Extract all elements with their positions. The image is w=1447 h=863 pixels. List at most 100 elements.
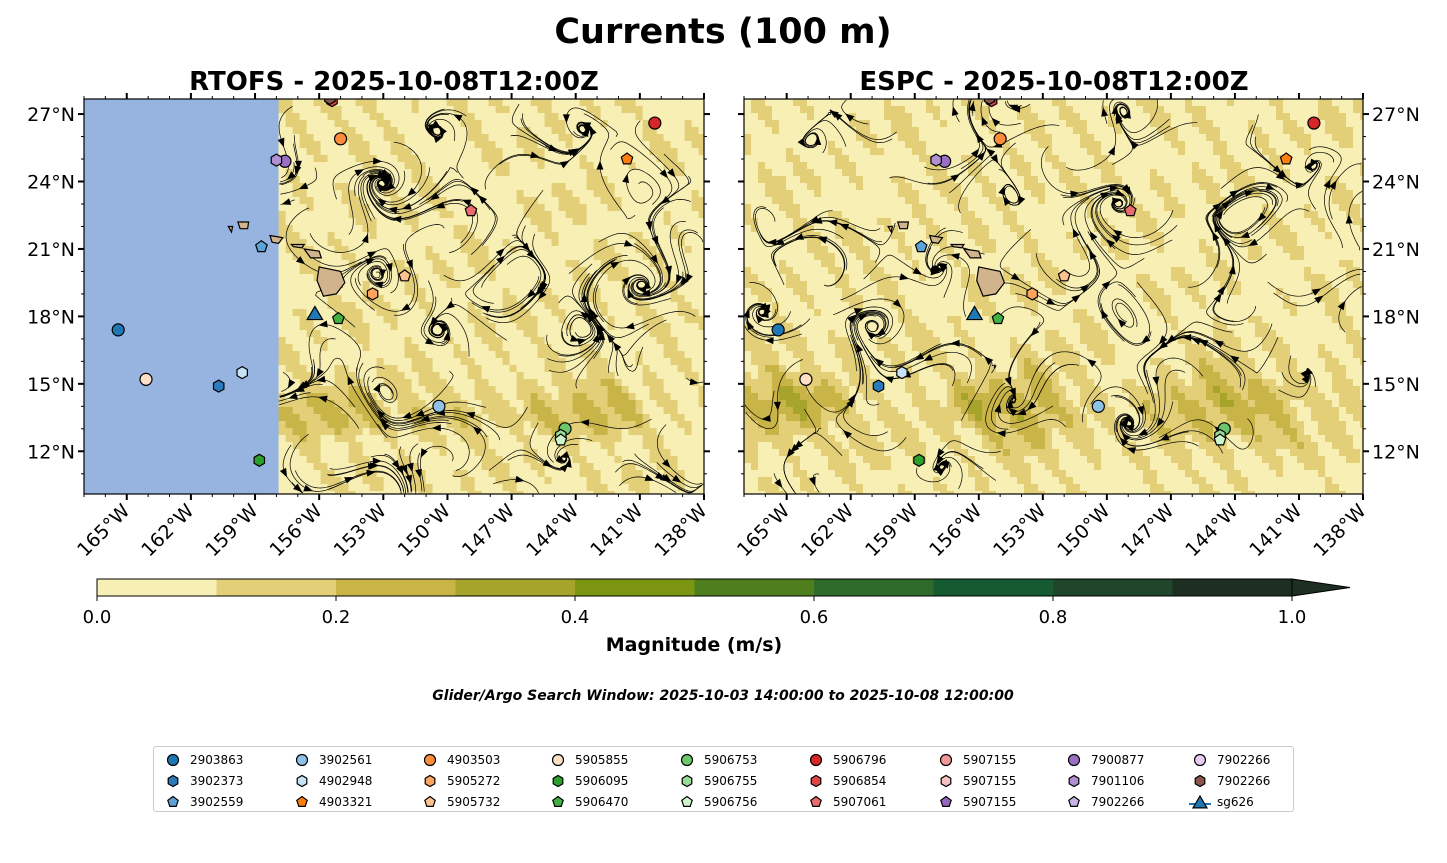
magnitude-cell bbox=[593, 414, 602, 422]
magnitude-cell bbox=[313, 246, 322, 254]
magnitude-cell bbox=[698, 393, 704, 401]
magnitude-cell bbox=[698, 337, 704, 345]
magnitude-cell bbox=[565, 449, 574, 457]
magnitude-cell bbox=[474, 183, 483, 191]
magnitude-cell bbox=[814, 190, 822, 198]
magnitude-cell bbox=[807, 316, 815, 324]
magnitude-cell bbox=[593, 351, 602, 359]
magnitude-cell bbox=[842, 351, 850, 359]
magnitude-cell bbox=[383, 463, 392, 471]
magnitude-cell bbox=[544, 365, 553, 373]
magnitude-cell bbox=[425, 211, 434, 219]
magnitude-cell bbox=[516, 162, 525, 170]
magnitude-cell bbox=[614, 470, 623, 478]
magnitude-cell bbox=[772, 183, 780, 191]
magnitude-cell bbox=[814, 281, 822, 289]
magnitude-cell bbox=[793, 449, 801, 457]
magnitude-cell bbox=[579, 456, 588, 464]
magnitude-cell bbox=[842, 435, 850, 443]
magnitude-cell bbox=[446, 463, 455, 471]
magnitude-cell bbox=[516, 225, 525, 233]
magnitude-cell bbox=[488, 435, 497, 443]
magnitude-cell bbox=[800, 239, 808, 247]
magnitude-cell bbox=[453, 232, 462, 240]
magnitude-cell bbox=[481, 358, 490, 366]
magnitude-cell bbox=[698, 281, 704, 289]
magnitude-cell bbox=[362, 260, 371, 268]
magnitude-cell bbox=[390, 232, 399, 240]
magnitude-cell bbox=[418, 316, 427, 324]
magnitude-cell bbox=[772, 169, 780, 177]
streamline-arrow bbox=[286, 171, 296, 180]
magnitude-cell bbox=[849, 204, 857, 212]
magnitude-cell bbox=[856, 358, 864, 366]
magnitude-cell bbox=[460, 491, 469, 494]
magnitude-cell bbox=[425, 176, 434, 184]
magnitude-cell bbox=[677, 99, 686, 107]
magnitude-cell bbox=[411, 106, 420, 114]
magnitude-cell bbox=[649, 470, 658, 478]
magnitude-cell bbox=[849, 351, 857, 359]
magnitude-cell bbox=[376, 288, 385, 296]
magnitude-cell bbox=[299, 449, 308, 457]
magnitude-cell bbox=[530, 281, 539, 289]
magnitude-cell bbox=[751, 477, 759, 485]
magnitude-cell bbox=[306, 435, 315, 443]
magnitude-cell bbox=[807, 211, 815, 219]
magnitude-cell bbox=[537, 379, 546, 387]
magnitude-cell bbox=[828, 456, 836, 464]
magnitude-cell bbox=[772, 113, 780, 121]
magnitude-cell bbox=[772, 99, 780, 107]
magnitude-cell bbox=[313, 477, 322, 485]
magnitude-cell bbox=[670, 260, 679, 268]
magnitude-cell bbox=[744, 113, 752, 121]
magnitude-cell bbox=[642, 484, 651, 492]
magnitude-cell bbox=[334, 106, 343, 114]
magnitude-cell bbox=[863, 456, 871, 464]
magnitude-cell bbox=[593, 358, 602, 366]
magnitude-cell bbox=[772, 155, 780, 163]
magnitude-cell bbox=[453, 330, 462, 338]
magnitude-cell bbox=[751, 351, 759, 359]
magnitude-cell bbox=[418, 148, 427, 156]
magnitude-cell bbox=[446, 260, 455, 268]
magnitude-cell bbox=[670, 337, 679, 345]
magnitude-cell bbox=[341, 295, 350, 303]
magnitude-cell bbox=[607, 120, 616, 128]
magnitude-cell bbox=[579, 358, 588, 366]
magnitude-cell bbox=[807, 344, 815, 352]
magnitude-cell bbox=[481, 162, 490, 170]
magnitude-cell bbox=[565, 330, 574, 338]
magnitude-cell bbox=[670, 183, 679, 191]
magnitude-cell bbox=[495, 288, 504, 296]
magnitude-cell bbox=[439, 456, 448, 464]
magnitude-cell bbox=[306, 127, 315, 135]
magnitude-cell bbox=[579, 477, 588, 485]
magnitude-cell bbox=[814, 225, 822, 233]
magnitude-cell bbox=[285, 218, 294, 226]
magnitude-cell bbox=[772, 316, 780, 324]
magnitude-cell bbox=[814, 365, 822, 373]
magnitude-cell bbox=[537, 428, 546, 436]
magnitude-cell bbox=[460, 162, 469, 170]
magnitude-cell bbox=[628, 120, 637, 128]
magnitude-cell bbox=[751, 190, 759, 198]
magnitude-cell bbox=[432, 225, 441, 233]
magnitude-cell bbox=[744, 379, 752, 387]
magnitude-cell bbox=[870, 120, 878, 128]
magnitude-cell bbox=[530, 246, 539, 254]
magnitude-cell bbox=[698, 323, 704, 331]
magnitude-cell bbox=[600, 330, 609, 338]
magnitude-cell bbox=[320, 323, 329, 331]
magnitude-cell bbox=[341, 344, 350, 352]
magnitude-cell bbox=[779, 470, 787, 478]
magnitude-cell bbox=[516, 239, 525, 247]
magnitude-cell bbox=[807, 351, 815, 359]
magnitude-cell bbox=[663, 400, 672, 408]
magnitude-cell bbox=[285, 211, 294, 219]
magnitude-cell bbox=[453, 141, 462, 149]
magnitude-cell bbox=[663, 309, 672, 317]
magnitude-cell bbox=[779, 281, 787, 289]
magnitude-cell bbox=[698, 435, 704, 443]
magnitude-cell bbox=[600, 281, 609, 289]
